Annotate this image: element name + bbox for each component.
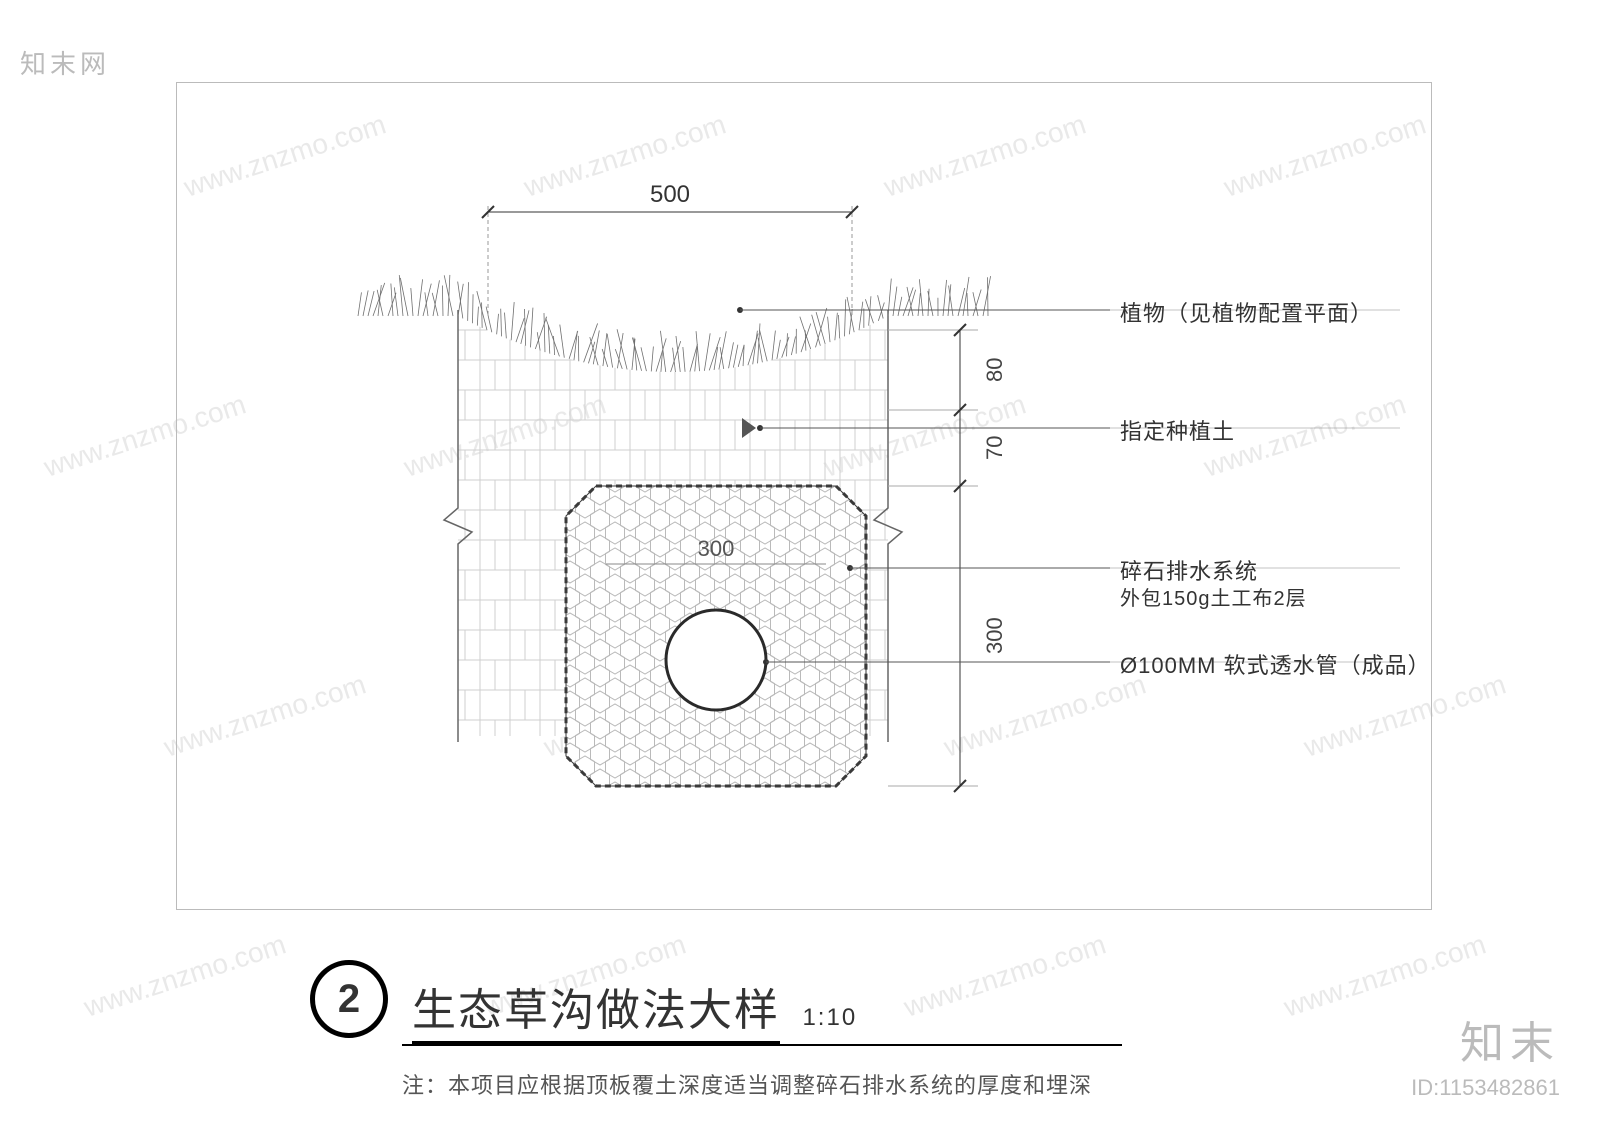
annotation-label: Ø100MM 软式透水管（成品） xyxy=(1120,648,1431,680)
dimension-label: 70 xyxy=(982,436,1008,460)
annotation-label: 植物（见植物配置平面） xyxy=(1120,296,1373,328)
drawing-note: 注：本项目应根据顶板覆土深度适当调整碎石排水系统的厚度和埋深 xyxy=(402,1068,1290,1100)
annotation-sublabel: 外包150g土工布2层 xyxy=(1120,582,1307,611)
svg-text:300: 300 xyxy=(698,536,735,561)
brand-id-label: ID: xyxy=(1411,1075,1439,1100)
drawing-scale: 1:10 xyxy=(802,1004,857,1031)
dimension-label: 300 xyxy=(982,617,1008,654)
dimension-label: 80 xyxy=(982,358,1008,382)
brand-id: ID:1153482861 xyxy=(1411,1075,1560,1101)
brand-name: 知末 xyxy=(1411,1007,1560,1071)
page-root: 知末网 www.znzmo.comwww.znzmo.comwww.znzmo.… xyxy=(0,0,1600,1131)
drawing-title: 生态草沟做法大样 xyxy=(412,986,780,1045)
note-prefix: 注： xyxy=(402,1073,448,1098)
brand-block: 知末 ID:1153482861 xyxy=(1411,1007,1560,1101)
drawing-number-badge: 2 xyxy=(310,960,388,1038)
annotation-label: 指定种植土 xyxy=(1120,414,1235,446)
brand-id-value: 1153482861 xyxy=(1439,1075,1560,1100)
title-block: 2 生态草沟做法大样 1:10 注：本项目应根据顶板覆土深度适当调整碎石排水系统… xyxy=(310,960,1290,1100)
note-text: 本项目应根据顶板覆土深度适当调整碎石排水系统的厚度和埋深 xyxy=(448,1073,1092,1098)
svg-text:500: 500 xyxy=(650,181,690,208)
